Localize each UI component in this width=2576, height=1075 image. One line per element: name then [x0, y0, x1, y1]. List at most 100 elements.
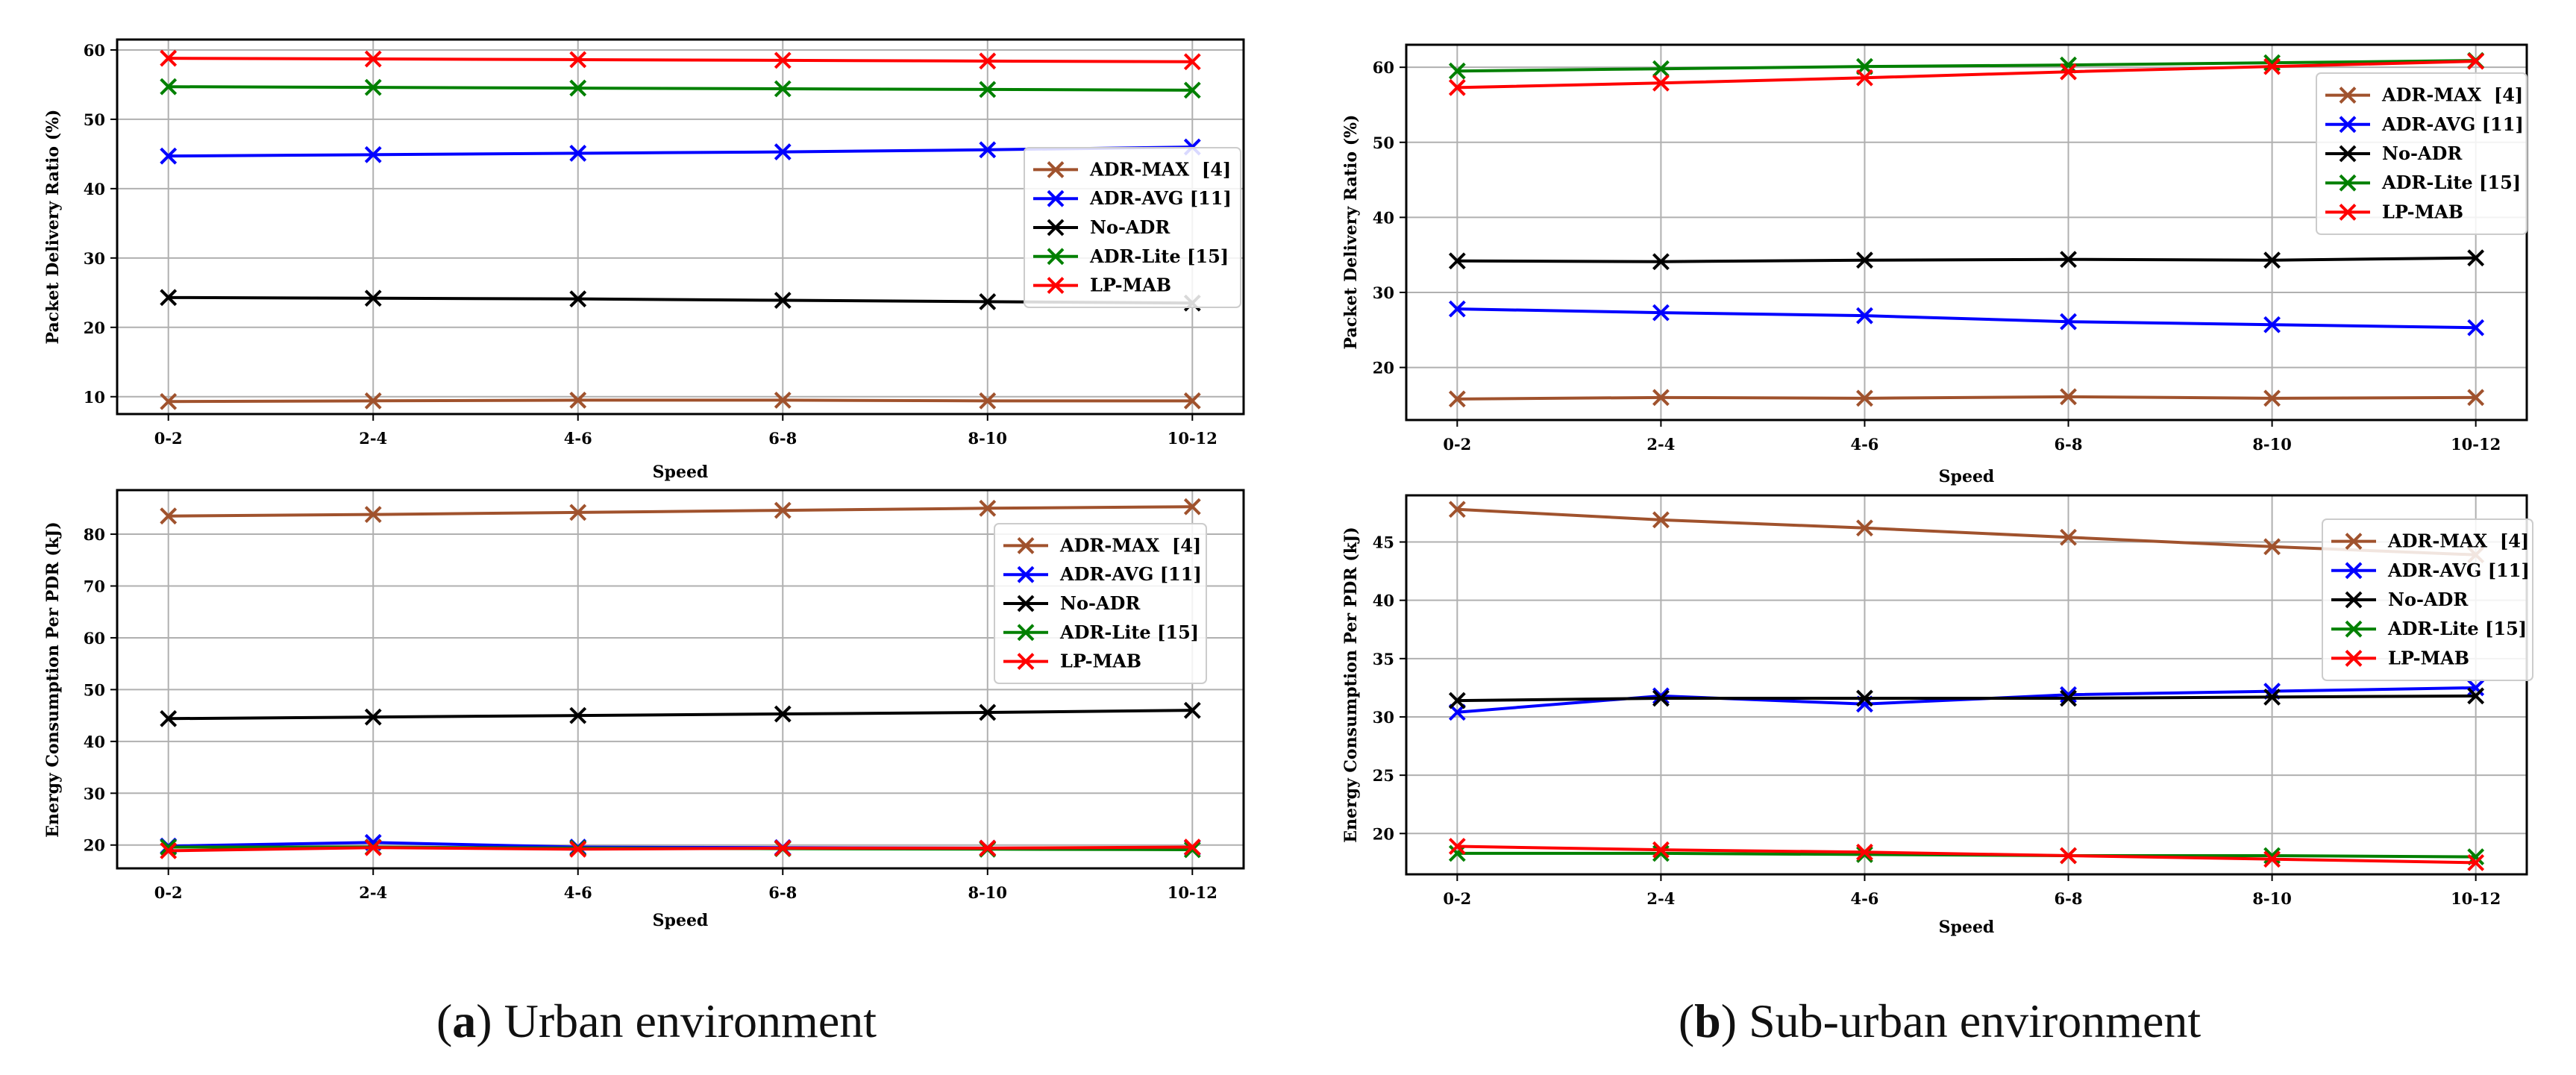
legend-label: No-ADR — [1090, 216, 1171, 238]
marker-stroke — [2060, 528, 2077, 546]
x-tick-label: 0-2 — [154, 883, 183, 902]
marker-stroke — [2263, 538, 2281, 556]
data-point — [774, 501, 792, 519]
x-tick-label: 0-2 — [1443, 889, 1471, 908]
data-point — [1183, 701, 1201, 719]
marker-stroke — [569, 51, 587, 69]
marker-stroke — [2263, 850, 2281, 868]
legend-item: ADR-MAX [4] — [1033, 158, 1231, 180]
x-tick-label: 2-4 — [359, 883, 387, 902]
marker-stroke — [1448, 252, 1466, 270]
data-point — [2467, 319, 2485, 336]
marker-stroke — [160, 709, 178, 727]
marker-stroke — [364, 50, 382, 68]
y-tick-label: 70 — [84, 577, 105, 595]
data-point — [2263, 251, 2281, 269]
y-tick-label: 50 — [1373, 134, 1394, 152]
legend-label: LP-MAB — [1090, 275, 1171, 296]
data-point — [1448, 390, 1466, 408]
legend: ADR-MAX [4] ADR-AVG [11] No-ADR ADR-Lite [1… — [2322, 518, 2533, 681]
marker-stroke — [1652, 687, 1670, 705]
legend-swatch-marker — [2345, 591, 2363, 609]
legend: ADR-MAX [4] ADR-AVG [11] No-ADR ADR-Lite [1… — [1024, 147, 1241, 308]
legend-label: ADR-AVG [11] — [2381, 113, 2524, 135]
marker-stroke — [2467, 853, 2485, 871]
legend-label: LP-MAB — [1060, 651, 1141, 672]
caption-b-letter: b — [1694, 994, 1721, 1047]
marker-stroke — [1856, 519, 1873, 537]
marker-stroke — [160, 147, 178, 165]
legend-item: ADR-Lite [15] — [2325, 172, 2521, 193]
marker-stroke — [1652, 74, 1670, 92]
data-point — [979, 81, 997, 98]
marker-stroke — [1856, 307, 1873, 325]
legend-label: ADR-AVG [11] — [2387, 560, 2530, 581]
marker-stroke — [1652, 511, 1670, 529]
chart-urban-energy: 0-2 2-4 4-6 6-8 8-10 10-12 20 30 40 50 60 70 80 Speed… — [43, 489, 1245, 930]
data-point — [1856, 69, 1873, 87]
marker-stroke — [1183, 53, 1201, 71]
legend-swatch-marker — [1047, 219, 1065, 236]
data-point — [1652, 687, 1670, 705]
data-point — [364, 145, 382, 163]
data-point — [364, 289, 382, 307]
x-tick-label: 4-6 — [564, 883, 592, 902]
data-point — [774, 143, 792, 161]
marker-stroke — [1856, 843, 1873, 861]
legend: ADR-MAX [4] ADR-AVG [11] No-ADR ADR-Lite [1… — [994, 523, 1207, 684]
data-point — [774, 80, 792, 98]
marker-stroke — [364, 839, 382, 856]
legend-label: ADR-Lite [15] — [2381, 172, 2521, 193]
x-tick-label: 6-8 — [768, 883, 797, 902]
marker-stroke — [160, 841, 178, 859]
legend-swatch-marker — [2339, 145, 2357, 163]
marker-stroke — [2467, 687, 2485, 705]
data-point — [2263, 57, 2281, 75]
legend-box — [2322, 518, 2533, 681]
legend-swatch-marker — [1047, 277, 1065, 295]
data-point — [979, 499, 997, 517]
data-point — [1652, 304, 1670, 322]
marker-stroke — [1448, 390, 1466, 408]
data-point — [364, 392, 382, 410]
y-axis-label: Energy Consumption Per PDR (kJ) — [43, 521, 63, 837]
marker-stroke — [569, 79, 587, 97]
x-tick-label: 10-12 — [2451, 435, 2501, 454]
legend-item: ADR-Lite [15] — [1003, 621, 1199, 643]
y-tick-label: 30 — [1373, 283, 1394, 302]
marker-stroke — [2467, 249, 2485, 267]
data-point — [979, 292, 997, 310]
data-point — [1856, 843, 1873, 861]
marker-stroke — [1183, 81, 1201, 99]
caption-b-text: Sub-urban environment — [1749, 994, 2201, 1047]
marker-stroke — [1856, 689, 1873, 707]
legend-label: ADR-MAX [4] — [1089, 158, 1231, 180]
marker-stroke — [774, 839, 792, 857]
marker-stroke — [979, 392, 997, 410]
legend-swatch-marker — [2339, 87, 2357, 104]
marker-stroke — [569, 145, 587, 162]
legend-item: ADR-AVG [11] — [2325, 113, 2524, 135]
marker-stroke — [1856, 846, 1873, 863]
legend-item: No-ADR — [1003, 592, 1141, 614]
marker-stroke — [1183, 498, 1201, 515]
y-tick-label: 20 — [1373, 824, 1394, 843]
x-tick-label: 8-10 — [2252, 435, 2292, 454]
x-tick-label: 0-2 — [1443, 435, 1471, 454]
data-point — [569, 504, 587, 521]
y-tick-label: 40 — [1373, 208, 1394, 227]
marker-stroke — [160, 392, 178, 410]
legend-swatch-marker — [2345, 562, 2363, 580]
legend-swatch-marker — [2345, 649, 2363, 667]
legend-item: LP-MAB — [1003, 651, 1141, 672]
y-tick-label: 30 — [84, 249, 105, 268]
series-line — [1457, 59, 2476, 73]
marker-stroke — [2263, 251, 2281, 269]
marker-stroke — [2060, 313, 2077, 330]
x-tick-label: 4-6 — [1850, 435, 1878, 454]
marker-stroke — [1856, 69, 1873, 87]
data-point — [569, 79, 587, 97]
marker-stroke — [364, 708, 382, 726]
plot-frame — [1405, 494, 2528, 876]
marker-stroke — [160, 49, 178, 67]
